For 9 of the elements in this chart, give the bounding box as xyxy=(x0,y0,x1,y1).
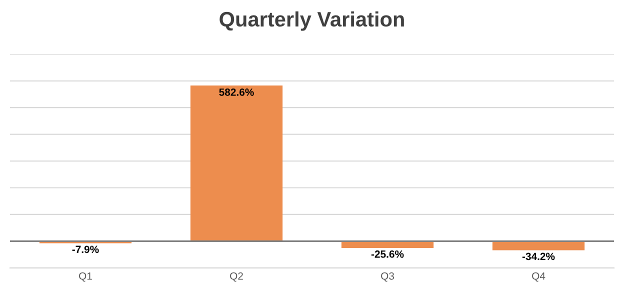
x-tick-label: Q1 xyxy=(79,272,92,282)
x-tick-label: Q4 xyxy=(532,272,546,282)
data-label: -7.9% xyxy=(72,246,99,254)
data-label: -25.6% xyxy=(371,250,404,258)
chart-title: Quarterly Variation xyxy=(220,11,404,31)
x-tick-label: Q2 xyxy=(230,272,243,282)
x-tick-label: Q3 xyxy=(381,272,394,282)
data-label: 582.6% xyxy=(219,88,254,96)
data-label: -34.2% xyxy=(522,252,555,260)
